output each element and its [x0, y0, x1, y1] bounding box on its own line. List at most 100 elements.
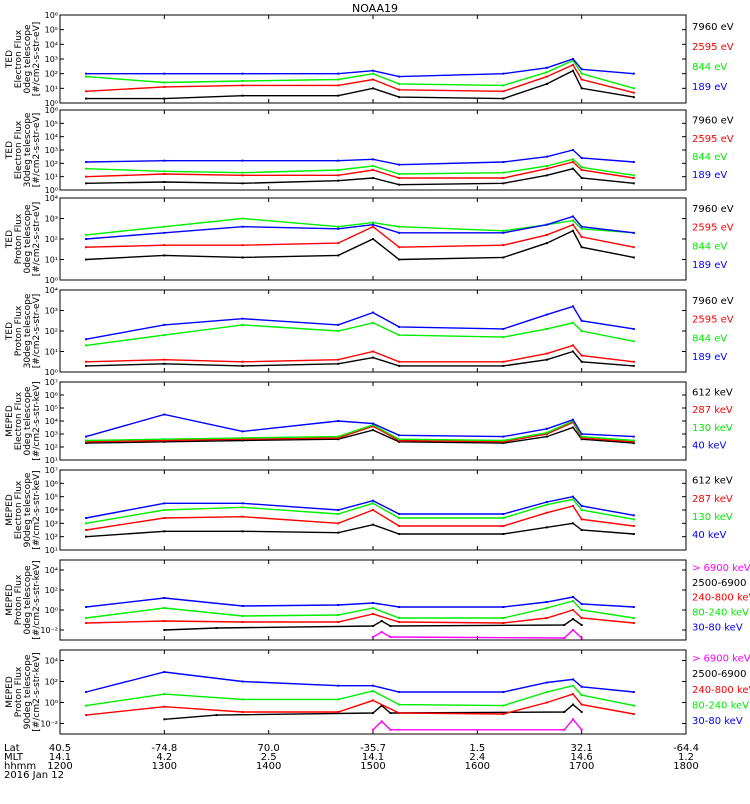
data-point	[337, 179, 340, 182]
data-point	[571, 158, 574, 161]
data-point	[563, 710, 566, 713]
data-point	[372, 158, 374, 161]
data-point	[337, 604, 340, 606]
data-point	[85, 364, 88, 367]
data-point	[632, 87, 635, 90]
y-axis-label: MEPED	[5, 676, 15, 708]
data-point	[398, 703, 401, 706]
data-point	[241, 317, 244, 320]
data-point	[337, 94, 340, 97]
data-point	[398, 513, 401, 515]
data-point	[502, 691, 505, 693]
y-axis-label: Proton Flux	[14, 574, 24, 625]
data-point	[502, 231, 505, 234]
data-point	[545, 526, 548, 529]
data-point	[398, 606, 401, 608]
data-point	[580, 246, 583, 249]
data-point	[545, 165, 548, 167]
data-point	[163, 597, 166, 599]
data-point	[571, 149, 574, 151]
data-point	[163, 231, 166, 234]
y-axis-label: MEPED	[5, 584, 15, 616]
data-point	[545, 503, 548, 506]
data-point	[337, 710, 340, 713]
axis-mlt-label: 14.6	[571, 752, 593, 763]
data-point	[163, 170, 166, 173]
y-tick-label: 10⁶	[45, 11, 58, 20]
data-point	[215, 627, 218, 629]
data-point	[571, 167, 574, 170]
data-point	[337, 169, 340, 171]
data-point	[571, 498, 574, 501]
data-point	[571, 321, 574, 324]
data-point	[398, 183, 401, 186]
series-group	[85, 305, 635, 367]
data-point	[502, 229, 505, 232]
y-axis-label: 0deg telescope	[23, 204, 33, 274]
data-point	[545, 233, 548, 236]
data-point	[163, 362, 166, 365]
data-point	[241, 515, 244, 518]
legend-entry: 2595 eV	[692, 42, 734, 53]
data-point	[502, 97, 505, 100]
series-line	[86, 64, 634, 94]
data-point	[545, 174, 548, 177]
data-point	[241, 430, 244, 433]
data-point	[337, 225, 340, 228]
axis-hhmm-label: 1300	[152, 761, 177, 772]
data-point	[632, 360, 635, 363]
data-point	[372, 625, 374, 627]
data-point	[337, 509, 340, 511]
y-tick-label: 10¹	[45, 84, 58, 93]
data-point	[389, 636, 392, 638]
data-point	[372, 523, 374, 526]
y-tick-label: 10⁻²	[40, 626, 58, 635]
data-point	[571, 219, 574, 222]
y-axis-label: 90deg telescope	[23, 472, 33, 547]
axis-lat-label: 1.5	[469, 743, 485, 754]
data-point	[545, 167, 548, 170]
data-point	[632, 439, 635, 442]
data-point	[502, 360, 505, 363]
data-point	[571, 223, 574, 226]
data-point	[571, 69, 574, 72]
data-point	[241, 360, 244, 363]
data-point	[632, 704, 635, 707]
series-line	[86, 322, 634, 347]
data-point	[632, 713, 635, 716]
panel-4: 10⁰ 10¹ 10² 10³ 10⁴ TED Proton Flux 30deg teles…	[5, 286, 734, 377]
legend-entry: 612 keV	[692, 387, 733, 398]
data-point	[85, 360, 88, 363]
data-point	[241, 84, 244, 87]
data-point	[372, 502, 374, 505]
data-point	[398, 325, 401, 328]
data-point	[502, 513, 505, 515]
series-group	[85, 413, 635, 445]
data-point	[571, 596, 574, 598]
data-point	[85, 246, 88, 249]
data-point	[580, 319, 583, 322]
data-point	[580, 68, 583, 71]
y-tick-label: 10⁴	[45, 133, 58, 142]
data-point	[571, 618, 574, 620]
data-point	[632, 246, 635, 249]
series-line	[164, 618, 583, 631]
data-point	[571, 678, 574, 681]
data-point	[85, 161, 88, 163]
data-point	[372, 636, 374, 638]
legend-entry: 844 eV	[692, 62, 727, 73]
data-point	[571, 426, 574, 429]
data-point	[502, 327, 505, 330]
data-point	[163, 693, 166, 696]
y-tick-label: 10⁰	[45, 99, 58, 108]
data-point	[632, 91, 635, 94]
data-point	[372, 221, 374, 224]
data-point	[580, 225, 583, 228]
data-point	[398, 439, 401, 442]
data-point	[85, 517, 88, 519]
data-point	[632, 182, 635, 185]
data-point	[372, 607, 374, 609]
legend-entry: > 6900 keV	[692, 563, 750, 574]
data-point	[372, 78, 374, 81]
series-group	[85, 671, 635, 731]
